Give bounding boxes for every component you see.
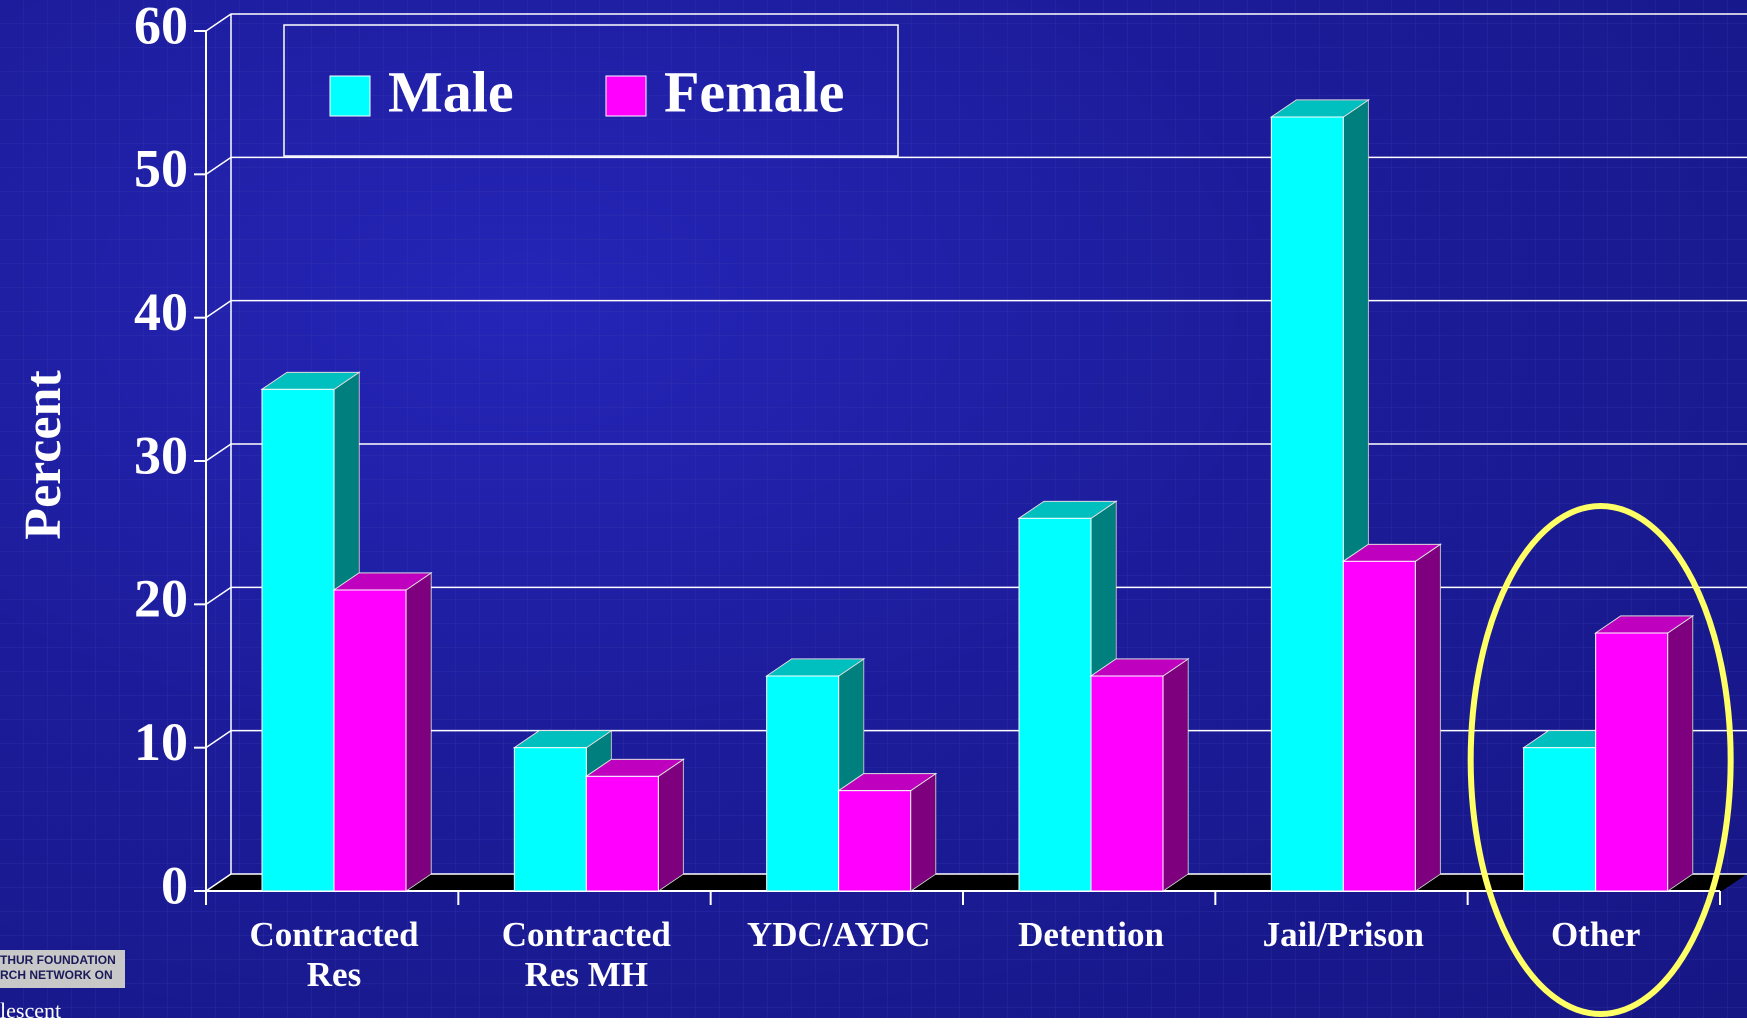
bar — [1594, 615, 1695, 892]
x-tick-label: Contracted Res — [249, 915, 419, 995]
grid-line — [205, 299, 1747, 319]
bar-front — [333, 589, 407, 892]
x-tick-label: Jail/Prison — [1262, 915, 1425, 954]
bar-front — [1595, 632, 1669, 892]
bar-top-shade — [1343, 544, 1441, 562]
bar-top-shade — [766, 659, 864, 676]
bar-top-shade — [334, 573, 431, 590]
logo-text: RCH NETWORK ON — [0, 968, 113, 982]
y-tick-label: 20 — [134, 569, 188, 629]
bar-top-shade — [838, 773, 936, 791]
legend-label: Male — [388, 59, 514, 124]
grid-line — [205, 13, 1747, 32]
bar-top-shade — [262, 372, 359, 390]
legend-label: Female — [664, 59, 844, 124]
grid-line — [205, 156, 1747, 175]
logo-text: lescent — [0, 998, 62, 1023]
bar-top-shade — [1019, 501, 1116, 519]
bar-front — [838, 790, 912, 892]
logo-plate — [0, 950, 125, 988]
bar-side-shade — [1667, 616, 1693, 891]
y-tick-label: 0 — [161, 855, 188, 915]
bar-front — [585, 775, 659, 892]
grid-line — [205, 729, 1747, 749]
bar-front — [1523, 747, 1597, 892]
legend-swatch — [605, 75, 647, 117]
bar-side-shade — [406, 573, 431, 891]
legend: Male Female — [283, 24, 899, 157]
x-tick-label: Other — [1550, 915, 1641, 954]
bar-top-shade — [1595, 616, 1693, 633]
bar — [837, 772, 938, 892]
x-tick-label: Contracted Res MH — [501, 915, 671, 995]
bar-side-shade — [1163, 659, 1188, 891]
y-tick-label: 40 — [134, 282, 188, 342]
y-tick-label: 50 — [134, 139, 188, 199]
highlight-ellipse — [1467, 503, 1734, 1017]
y-tick-label: 60 — [134, 0, 188, 55]
bar-side-shade — [910, 773, 936, 891]
bar-front — [1342, 560, 1416, 892]
bar-front — [513, 747, 587, 892]
bar — [332, 572, 433, 892]
bar-side-shade — [658, 759, 684, 891]
legend-swatch — [329, 75, 371, 117]
bar — [584, 758, 685, 892]
grid-line — [205, 443, 1747, 462]
legend-box — [283, 24, 899, 157]
bar — [1089, 658, 1190, 892]
x-tick-label: Detention — [1018, 915, 1164, 954]
y-tick-label: 10 — [134, 712, 188, 772]
bar-top-shade — [514, 730, 612, 748]
bar-front — [1090, 675, 1164, 892]
grid-line — [205, 873, 1747, 892]
y-tick-label: 30 — [134, 425, 188, 485]
x-tick-label: YDC/AYDC — [746, 915, 931, 954]
bar-top-shade — [586, 759, 684, 777]
bar-side-shade — [1415, 544, 1441, 891]
y-axis-label: Percent — [15, 370, 72, 540]
bar-front — [1270, 116, 1344, 892]
bar-front — [766, 675, 840, 892]
floor — [206, 874, 1747, 891]
bar-front — [1018, 517, 1092, 892]
bar — [1341, 543, 1442, 892]
bar-front — [261, 388, 335, 892]
grid-line — [205, 586, 1747, 605]
bar-top-shade — [1271, 100, 1369, 117]
bar-top-shade — [1091, 659, 1188, 676]
logo-text: THUR FOUNDATION — [0, 953, 116, 967]
